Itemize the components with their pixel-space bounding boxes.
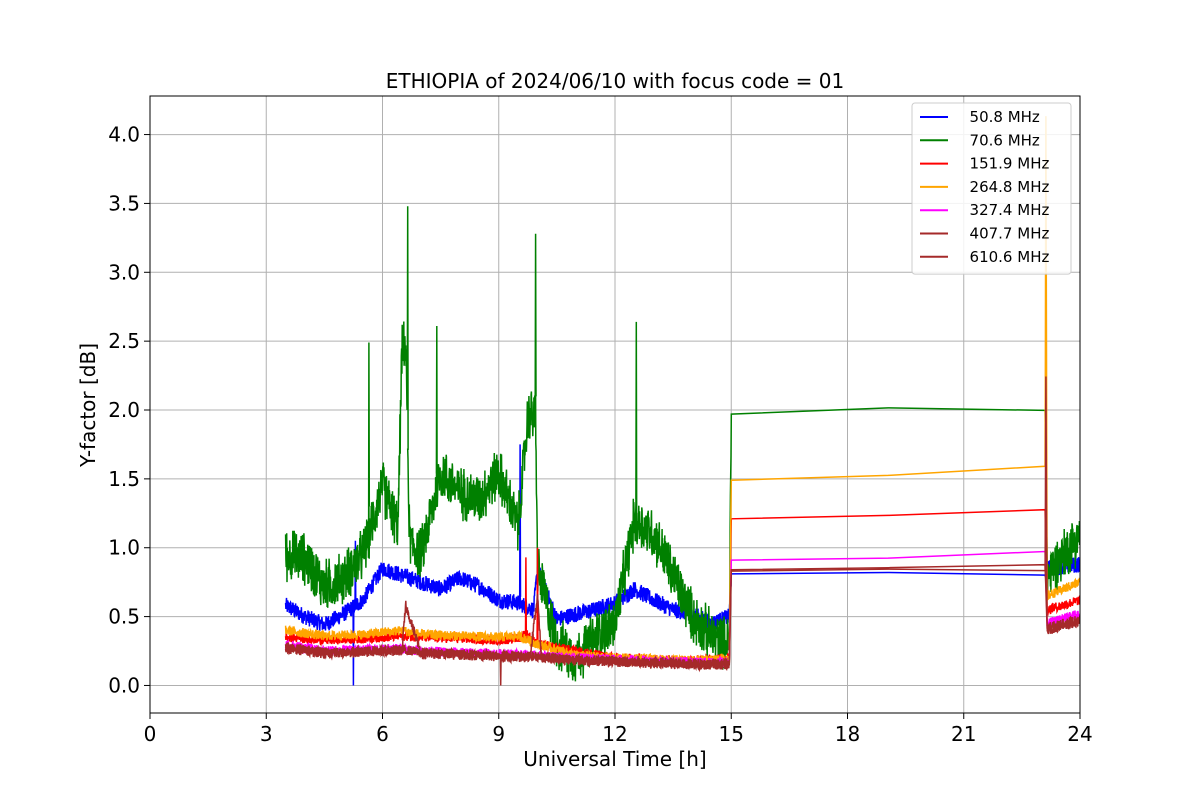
y-tick-label: 1.0: [108, 536, 140, 560]
y-tick-label: 0.5: [108, 605, 140, 629]
x-axis-label: Universal Time [h]: [523, 747, 706, 771]
x-tick-label: 0: [144, 722, 157, 746]
series-line-6: [284, 376, 1080, 686]
series-layer: [284, 116, 1080, 686]
x-tick-label: 15: [719, 722, 744, 746]
x-tick-label: 6: [376, 722, 389, 746]
x-tick-label: 18: [835, 722, 860, 746]
x-tick-label: 9: [492, 722, 505, 746]
legend-label: 264.8 MHz: [960, 178, 1049, 196]
y-tick-label: 2.0: [108, 398, 140, 422]
x-tick-label: 21: [951, 722, 976, 746]
y-tick-label: 4.0: [108, 123, 140, 147]
legend-label: 610.6 MHz: [960, 248, 1049, 266]
legend-label: 327.4 MHz: [960, 201, 1049, 219]
x-axis-ticks: 0 3 6 9 12 15 18 21 24: [144, 713, 1093, 746]
chart-title: ETHIOPIA of 2024/06/10 with focus code =…: [386, 69, 844, 93]
x-tick-label: 24: [1067, 722, 1092, 746]
legend-label: 70.6 MHz: [960, 131, 1040, 149]
y-tick-label: 1.5: [108, 467, 140, 491]
y-tick-label: 2.5: [108, 329, 140, 353]
x-tick-label: 12: [602, 722, 627, 746]
legend-box: [911, 102, 1072, 275]
legend: 50.8 MHz 70.6 MHz 151.9 MHz 264.8 MHz 32…: [911, 102, 1072, 275]
x-tick-label: 3: [260, 722, 273, 746]
series-line-1: [284, 206, 1080, 682]
legend-label: 50.8 MHz: [960, 108, 1040, 126]
y-axis-ticks: 0.0 0.5 1.0 1.5 2.0 2.5 3.0 3.5 4.0: [108, 123, 150, 697]
legend-label: 151.9 MHz: [960, 155, 1049, 173]
y-tick-label: 3.5: [108, 191, 140, 215]
y-axis-label: Y-factor [dB]: [76, 343, 100, 468]
y-tick-label: 0.0: [108, 673, 140, 697]
legend-label: 407.7 MHz: [960, 225, 1049, 243]
y-tick-label: 3.0: [108, 260, 140, 284]
